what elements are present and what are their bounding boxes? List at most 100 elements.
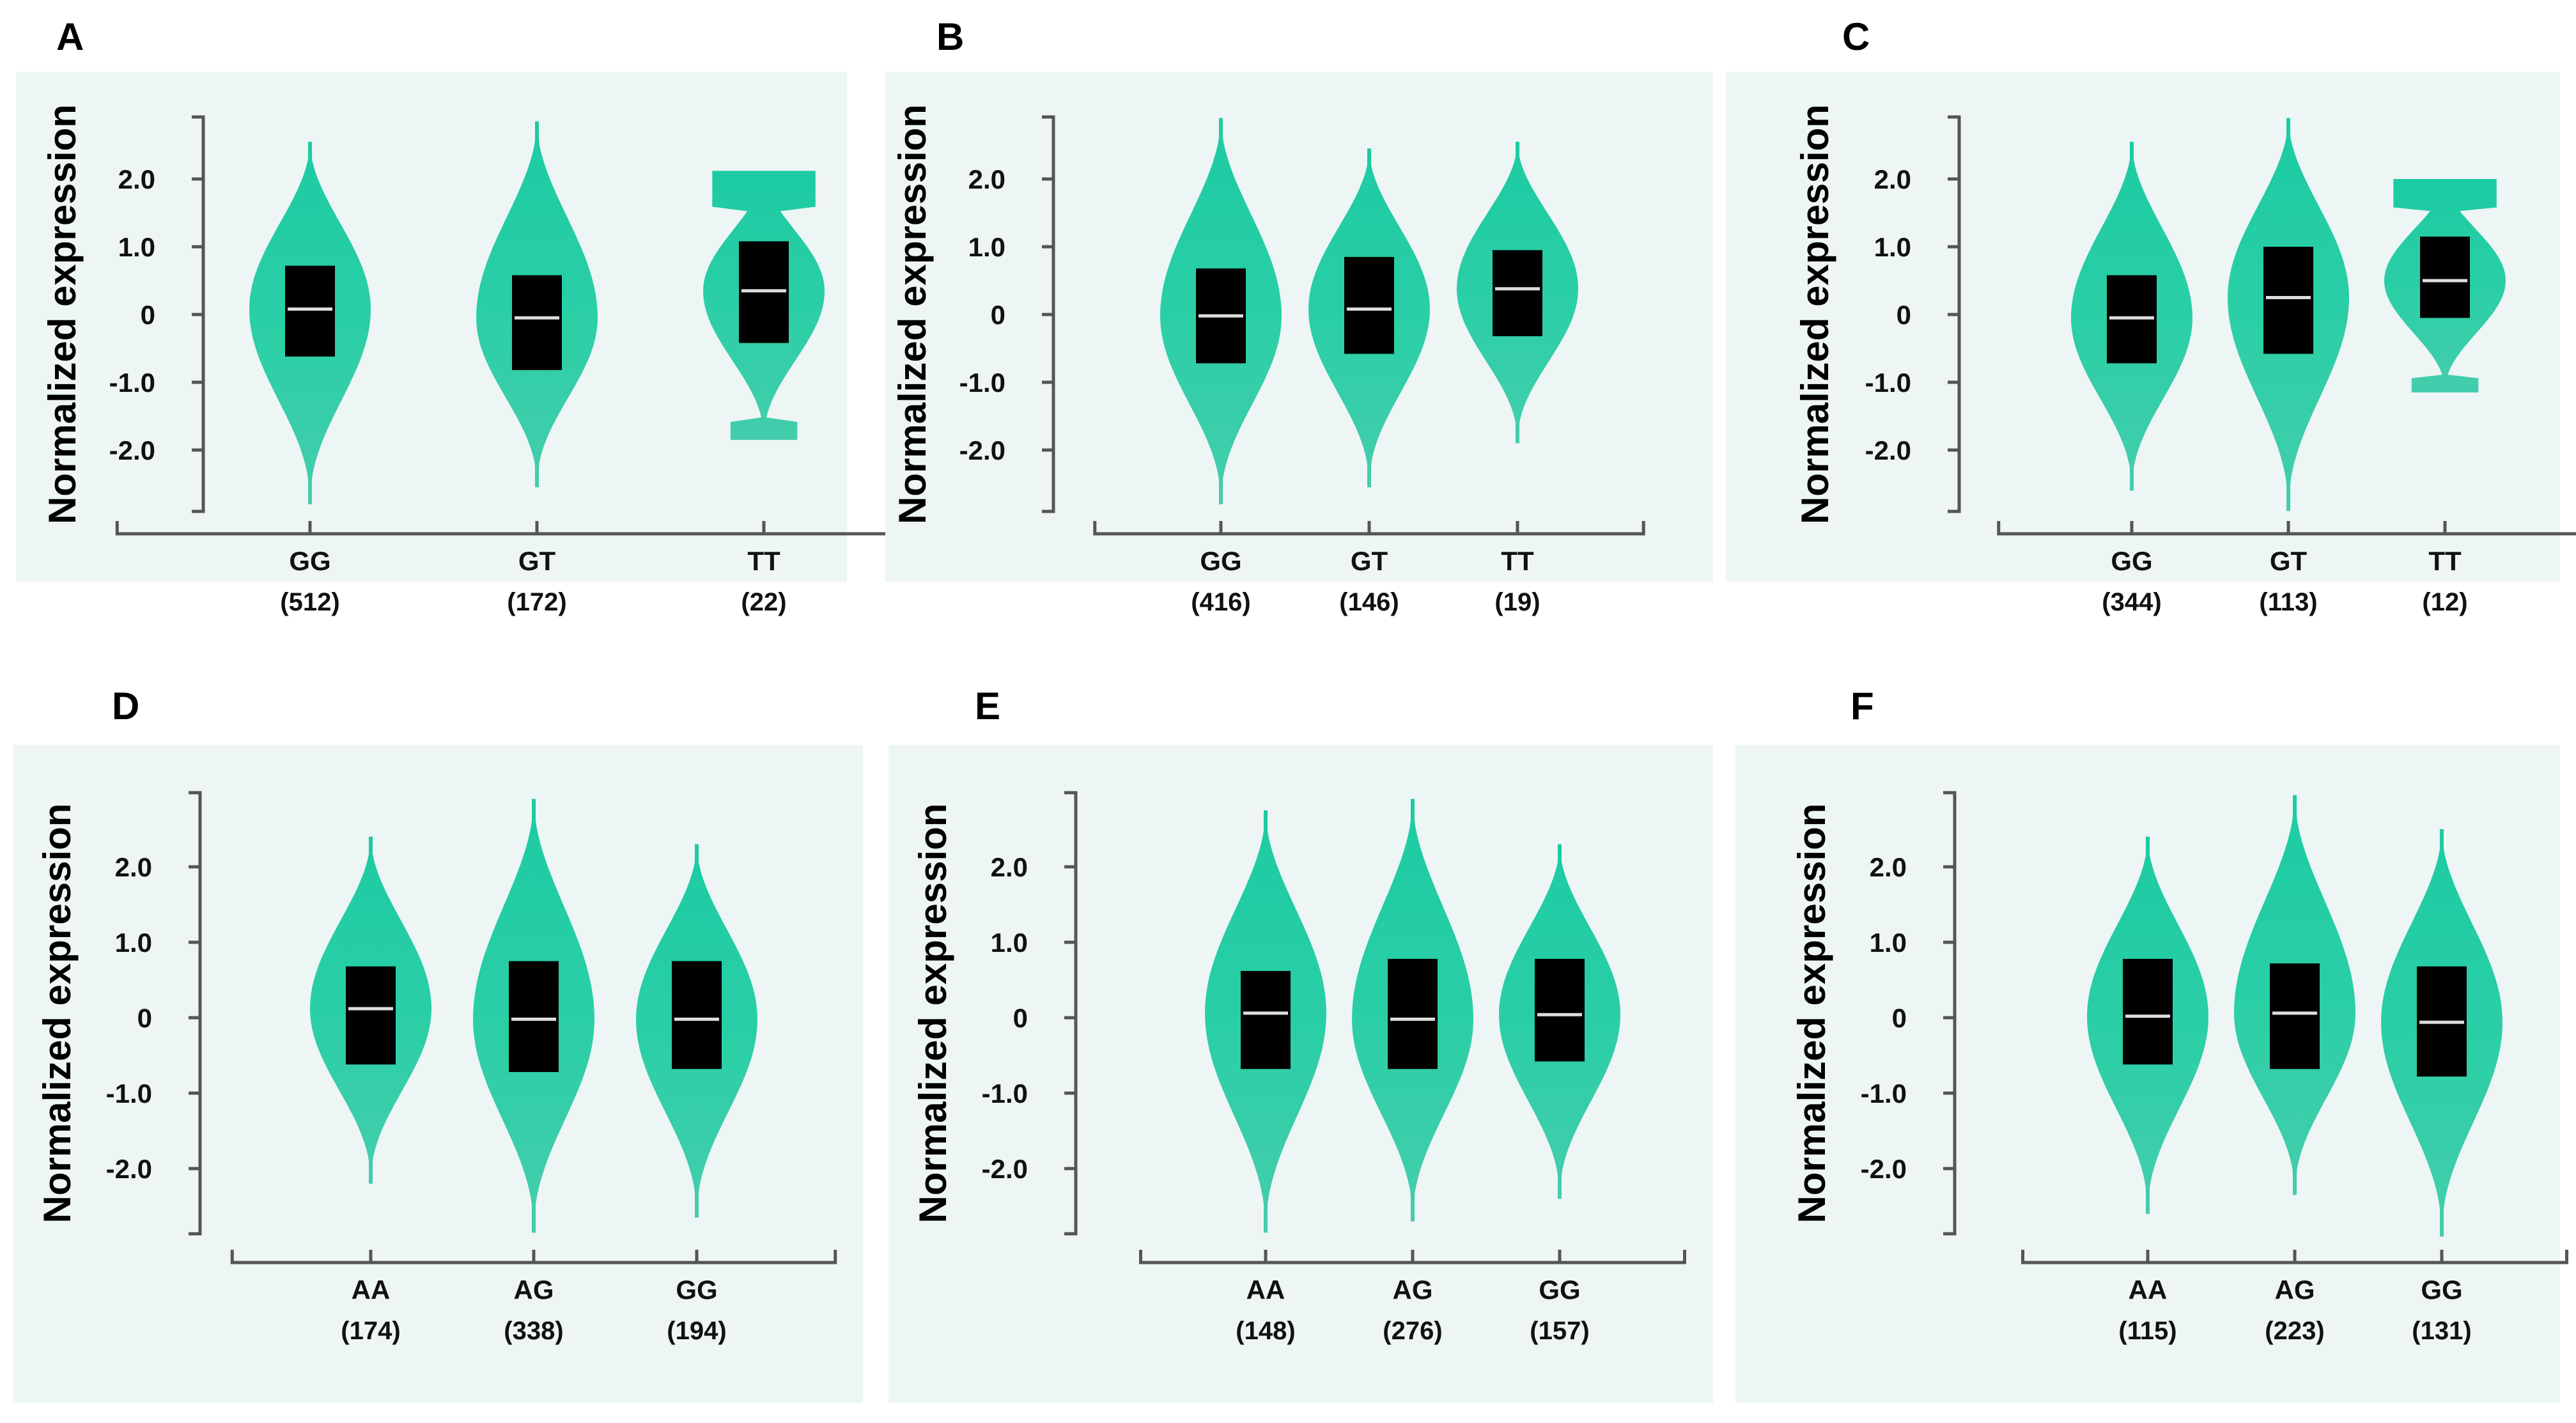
x-count-label: (19)	[1494, 588, 1540, 616]
x-category-label: TT	[1501, 546, 1534, 576]
panel-background	[16, 72, 847, 582]
x-count-label: (416)	[1191, 588, 1250, 616]
y-tick-label: -1.0	[1861, 1078, 1907, 1108]
y-tick-label: -1.0	[959, 368, 1005, 398]
iqr-box	[285, 265, 335, 357]
x-category-label: AA	[352, 1275, 391, 1305]
y-tick-label: 1.0	[991, 928, 1028, 958]
iqr-box	[2263, 247, 2313, 354]
panel-label: E	[975, 685, 1000, 727]
panel-a: A Normalized expression 2.0 1.0 0 -1.0 -2.0 GG (…	[16, 15, 959, 616]
iqr-box	[2123, 958, 2173, 1065]
y-axis-title: Normalized expression	[1794, 104, 1836, 524]
violin-ag	[473, 798, 594, 1233]
x-count-label: (174)	[341, 1317, 400, 1345]
x-count-label: (146)	[1339, 588, 1399, 616]
y-tick-label: -2.0	[982, 1154, 1028, 1184]
y-axis-title: Normalized expression	[912, 804, 954, 1224]
panel-label: C	[1842, 15, 1870, 58]
y-tick-label: -2.0	[109, 435, 155, 465]
x-count-label: (338)	[504, 1317, 563, 1345]
panel-label: B	[936, 15, 964, 58]
violin-gg	[2381, 829, 2502, 1237]
y-tick-label: -2.0	[959, 435, 1005, 465]
iqr-box	[346, 966, 396, 1065]
violin-gt	[1308, 148, 1430, 488]
iqr-box	[1535, 958, 1585, 1062]
iqr-box	[1344, 256, 1394, 354]
y-tick-label: 2.0	[115, 852, 152, 882]
x-category-label: GG	[1539, 1275, 1580, 1305]
y-tick-label: 2.0	[118, 164, 155, 194]
x-category-label: AA	[2129, 1275, 2168, 1305]
y-tick-label: 1.0	[118, 232, 155, 262]
x-category-label: GG	[289, 546, 330, 576]
iqr-box	[512, 275, 562, 370]
panel-c: C Normalized expression 2.0 1.0 0 -1.0 -2.0 GG (…	[1726, 15, 2576, 616]
x-count-label: (344)	[2102, 588, 2161, 616]
x-category-label: TT	[2428, 546, 2462, 576]
x-count-label: (12)	[2422, 588, 2467, 616]
panel-label: F	[1851, 685, 1874, 727]
y-tick-label: 1.0	[968, 232, 1005, 262]
violin-gt	[2228, 118, 2349, 511]
y-tick-label: 2.0	[991, 852, 1028, 882]
x-count-label: (148)	[1236, 1317, 1295, 1345]
y-tick-label: 0	[137, 1003, 152, 1033]
x-count-label: (512)	[280, 588, 339, 616]
x-count-label: (194)	[667, 1317, 726, 1345]
y-tick-label: 1.0	[1874, 232, 1911, 262]
y-tick-label: 2.0	[1870, 852, 1907, 882]
y-axis-line	[1943, 791, 1957, 1236]
y-tick-label: -2.0	[1861, 1154, 1907, 1184]
x-count-label: (113)	[2259, 588, 2317, 616]
y-tick-label: 1.0	[115, 928, 152, 958]
x-category-label: AG	[1393, 1275, 1433, 1305]
x-category-label: GG	[2111, 546, 2152, 576]
iqr-box	[1241, 970, 1291, 1069]
violin-gg	[249, 141, 371, 504]
y-tick-label: -2.0	[1865, 435, 1911, 465]
y-tick-label: 0	[141, 300, 155, 330]
x-category-label: TT	[747, 546, 780, 576]
x-count-label: (172)	[507, 588, 566, 616]
x-count-label: (131)	[2412, 1317, 2471, 1345]
y-tick-label: -2.0	[106, 1154, 152, 1184]
x-count-label: (223)	[2265, 1317, 2324, 1345]
y-axis-title: Normalized expression	[1790, 804, 1833, 1224]
panel-label: D	[112, 685, 139, 727]
violin-gg	[636, 844, 757, 1218]
y-axis-title: Normalized expression	[36, 804, 79, 1224]
y-axis-title: Normalized expression	[891, 104, 934, 524]
y-axis-line	[1064, 791, 1078, 1236]
violin-ag	[2234, 795, 2355, 1195]
x-category-label: GG	[2421, 1275, 2462, 1305]
violin-gt	[476, 121, 598, 488]
x-category-label: GG	[1200, 546, 1241, 576]
x-category-label: GT	[518, 546, 556, 576]
y-tick-label: 1.0	[1870, 928, 1907, 958]
panel-e: E Normalized expression 2.0 1.0 0 -1.0 -2.0 AA (…	[888, 685, 1713, 1403]
violin-gg	[2071, 141, 2192, 491]
y-tick-label: 0	[1892, 1003, 1907, 1033]
x-category-label: GG	[676, 1275, 717, 1305]
y-tick-label: 2.0	[1874, 164, 1911, 194]
x-category-label: GT	[1351, 546, 1388, 576]
violin-ag	[1352, 798, 1473, 1222]
violin-gg	[1499, 844, 1620, 1199]
violin-tt	[703, 171, 825, 440]
y-tick-label: 0	[1013, 1003, 1028, 1033]
y-tick-label: -1.0	[1865, 368, 1911, 398]
y-axis-title: Normalized expression	[41, 104, 84, 524]
y-tick-label: -1.0	[106, 1078, 152, 1108]
y-tick-label: -1.0	[982, 1078, 1028, 1108]
violin-tt	[2384, 179, 2506, 393]
x-category-label: AG	[514, 1275, 554, 1305]
iqr-box	[1493, 250, 1542, 336]
iqr-box	[2420, 237, 2470, 318]
violin-aa	[2087, 836, 2208, 1214]
violin-aa	[310, 836, 431, 1184]
y-tick-label: -1.0	[109, 368, 155, 398]
violin-gg	[1160, 118, 1282, 504]
